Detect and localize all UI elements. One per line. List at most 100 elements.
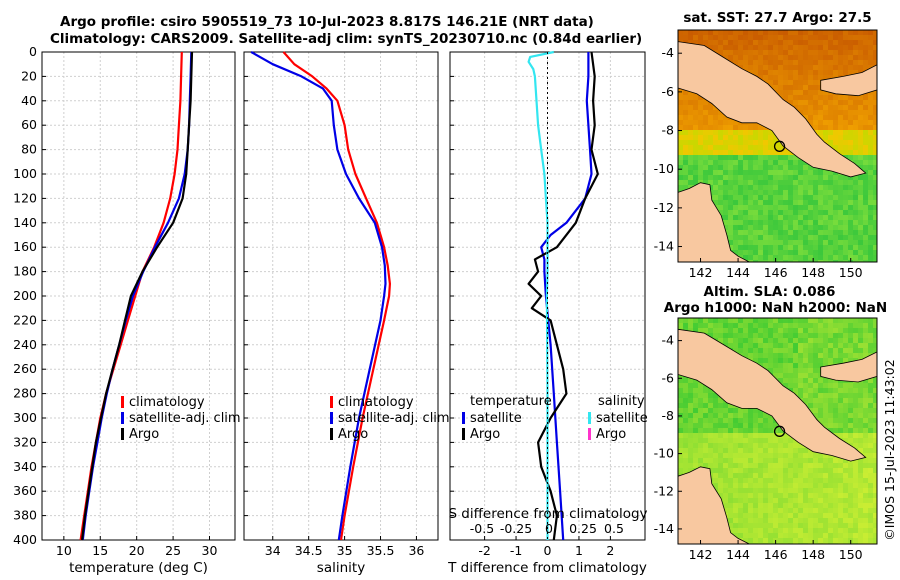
map-y-tick-label: -14 [654, 239, 674, 254]
legend-salinity-swatch [330, 412, 333, 424]
legend-temp-title: temperature [470, 394, 552, 409]
salinity-diff-tick-label: 0.5 [604, 521, 624, 536]
map-sst-title: sat. SST: 27.7 Argo: 27.5 [683, 10, 871, 26]
x-tick-label: 10 [56, 543, 72, 558]
salinity-diff-axis-label: S difference from climatology [448, 506, 647, 522]
legend-tdiff-swatch [462, 412, 465, 424]
x-tick-label: -1 [510, 543, 522, 558]
land-new-guinea [678, 328, 867, 462]
map-y-tick-label: -14 [654, 521, 674, 536]
y-tick-label: 100 [13, 166, 37, 181]
map-frame [677, 29, 878, 263]
x-axis-label: salinity [317, 560, 365, 576]
y-tick-label: 20 [21, 68, 37, 83]
legend-sdiff-label: Argo [596, 427, 626, 442]
x-tick-label: 0 [544, 543, 552, 558]
y-tick-label: 40 [21, 93, 37, 108]
salinity-diff-tick-label: 0 [545, 521, 553, 536]
map-y-tick-label: -12 [654, 200, 674, 215]
series-line-temperature-satellite [540, 52, 593, 541]
map-y-tick-label: -8 [662, 123, 675, 138]
y-tick-label: 160 [13, 239, 37, 254]
y-tick-label: 0 [29, 44, 37, 59]
legend-sdiff-swatch [588, 412, 591, 424]
y-tick-label: 180 [13, 264, 37, 279]
map-x-tick-label: 148 [801, 265, 825, 280]
land-cape-york [678, 466, 750, 544]
map-y-tick-label: -10 [654, 446, 674, 461]
legend-salinity-swatch [330, 396, 333, 408]
land-cape-york [678, 182, 750, 262]
map-sla: 142 144 146 148 150 -4 -6 -8 -10 -12 -14 Altim. SLA… [654, 284, 888, 562]
map-x-tick-label: 144 [726, 265, 750, 280]
legend-temperature-label: Argo [129, 427, 159, 442]
x-tick-label: 34 [265, 543, 281, 558]
y-tick-label: 80 [21, 142, 37, 157]
panel-differences: -2 -1 0 1 2 T difference from climatology S di… [447, 50, 648, 576]
y-tick-label: 360 [13, 483, 37, 498]
series-line-argo [81, 51, 194, 541]
legend-tdiff-swatch [462, 428, 465, 440]
salinity-diff-tick-label: -0.25 [500, 521, 532, 536]
x-tick-label: 1 [575, 543, 583, 558]
legend-temperature-swatch [121, 412, 124, 424]
legend-salinity-swatch [330, 428, 333, 440]
panel-temperature: 10 15 20 25 30 temperature (deg C) 0 20 40 60 80 10… [13, 44, 240, 576]
y-tick-label: 380 [13, 508, 37, 523]
legend-salinity-label: Argo [338, 427, 368, 442]
y-tick-label: 300 [13, 410, 37, 425]
x-tick-label: 2 [606, 543, 614, 558]
land-new-guinea [678, 41, 867, 178]
map-y-tick-label: -12 [654, 483, 674, 498]
legend-sal-title: salinity [598, 394, 645, 409]
series-line-temperature-argo [527, 51, 599, 541]
argo-float-marker [773, 140, 786, 152]
x-tick-label: -2 [478, 543, 490, 558]
y-tick-label: 240 [13, 337, 37, 352]
map-y-tick-label: -6 [662, 370, 675, 385]
y-tick-label: 340 [13, 459, 37, 474]
legend-temperature-label: satellite-adj. clim [129, 411, 241, 426]
map-sla-title-line2: Argo h1000: NaN h2000: NaN [664, 300, 887, 316]
series-line-climatology [282, 51, 391, 541]
legend-sdiff-swatch [588, 428, 591, 440]
map-x-tick-label: 142 [689, 265, 713, 280]
legend-salinity-label: climatology [338, 395, 414, 410]
y-tick-label: 120 [13, 190, 37, 205]
argo-float-marker [773, 425, 786, 437]
x-tick-label: 35 [337, 543, 353, 558]
x-axis-label: temperature (deg C) [69, 560, 208, 576]
x-tick-label: 20 [129, 543, 145, 558]
map-layer [678, 30, 877, 262]
map-x-tick-label: 146 [764, 265, 788, 280]
salinity-diff-tick-label: 0.25 [569, 521, 597, 536]
panel-salinity: 34 34.5 35 35.5 36 salinity climatologysatelli… [243, 51, 450, 576]
figure-title-line1: Argo profile: csiro 5905519_73 10-Jul-20… [60, 14, 594, 30]
imos-credit: ©IMOS 15-Jul-2023 11:43:02 [882, 359, 897, 540]
legend-tdiff-label: Argo [470, 427, 500, 442]
map-y-tick-label: -6 [662, 84, 675, 99]
map-x-tick-label: 144 [726, 547, 750, 562]
land-new-britain [820, 351, 877, 383]
x-tick-label: 25 [165, 543, 181, 558]
figure-title-line2: Climatology: CARS2009. Satellite-adj cli… [50, 31, 643, 47]
map-x-tick-label: 146 [764, 547, 788, 562]
map-y-tick-label: -10 [654, 161, 674, 176]
x-axis-label: T difference from climatology [447, 560, 647, 576]
map-x-tick-label: 150 [839, 547, 863, 562]
y-tick-label: 200 [13, 288, 37, 303]
map-x-tick-label: 148 [801, 547, 825, 562]
legend-sdiff-label: satellite [596, 411, 648, 426]
legend-temperature-swatch [121, 396, 124, 408]
map-x-tick-label: 142 [689, 547, 713, 562]
legend-temperature-swatch [121, 428, 124, 440]
salinity-diff-tick-label: -0.5 [470, 521, 494, 536]
y-tick-label: 320 [13, 434, 37, 449]
map-frame [677, 317, 878, 545]
legend-temperature-label: climatology [129, 395, 205, 410]
legend-salinity-label: satellite-adj. clim [338, 411, 450, 426]
map-x-tick-label: 150 [839, 265, 863, 280]
x-tick-label: 36 [408, 543, 424, 558]
